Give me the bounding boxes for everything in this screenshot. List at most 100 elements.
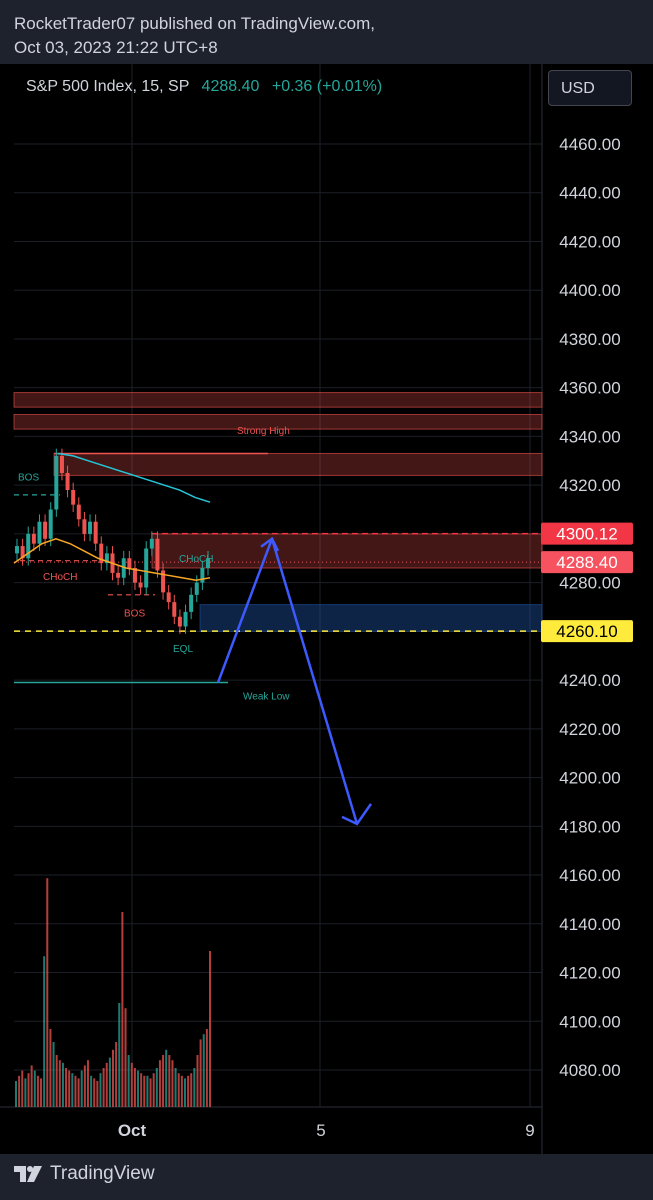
volume-bar	[190, 1073, 193, 1107]
volume-bar	[152, 1073, 155, 1107]
candle-body	[31, 533, 36, 544]
candle-body	[194, 582, 199, 595]
volume-bar	[68, 1070, 71, 1107]
candle-body	[65, 472, 70, 491]
candle-body	[93, 521, 98, 544]
y-tick-label: 4240.00	[559, 671, 620, 690]
volume-bar	[65, 1068, 68, 1107]
projection-arrow	[216, 537, 359, 825]
y-tick-label: 4140.00	[559, 915, 620, 934]
y-tick-label: 4080.00	[559, 1061, 620, 1080]
volume-bar	[140, 1073, 143, 1107]
volume-bar	[58, 1060, 61, 1107]
volume-bar	[18, 1075, 21, 1107]
volume-bar	[21, 1070, 24, 1107]
symbol-name: S&P 500 Index, 15, SP	[26, 78, 190, 95]
candle-body	[161, 570, 166, 593]
chart-annotation: BOS	[18, 472, 39, 483]
publisher-line: RocketTrader07 published on TradingView.…	[14, 14, 375, 33]
candle-body	[59, 455, 64, 473]
zone-box	[13, 413, 543, 430]
candle-body	[71, 490, 76, 505]
volume-bar	[40, 1078, 43, 1107]
volume-bar	[27, 1073, 30, 1107]
volume-bar	[61, 1062, 64, 1107]
volume-bar	[130, 1062, 133, 1107]
chart-annotation: Weak Low	[243, 692, 290, 703]
chart-annotation: CHoCH	[43, 572, 77, 583]
volume-bar	[99, 1073, 102, 1107]
volume-bar	[124, 1008, 127, 1107]
candle-body	[20, 546, 25, 559]
price-label-box	[541, 620, 633, 643]
y-tick-label: 4380.00	[559, 330, 620, 349]
volume-bar	[137, 1070, 140, 1107]
x-tick-label: 9	[525, 1121, 534, 1140]
brand-name: TradingView	[50, 1163, 155, 1184]
last-price: 4288.40	[201, 78, 260, 95]
volume-bar	[199, 1039, 202, 1107]
candle-body	[127, 558, 132, 569]
candle-body	[149, 538, 154, 549]
footer-brand[interactable]: TradingView	[14, 1160, 155, 1188]
candle-body	[26, 533, 31, 559]
y-tick-label: 4220.00	[559, 720, 620, 739]
volume-bar	[118, 1003, 121, 1107]
y-tick-label: 4400.00	[559, 281, 620, 300]
volume-bar	[93, 1078, 96, 1107]
volume-bar	[168, 1055, 171, 1107]
volume-bar	[205, 1029, 208, 1107]
y-tick-label: 4340.00	[559, 427, 620, 446]
candle-body	[132, 568, 137, 583]
volume-bar	[165, 1049, 168, 1107]
volume-bar	[149, 1078, 152, 1107]
volume-bar	[121, 912, 124, 1107]
y-tick-label: 4180.00	[559, 817, 620, 836]
volume-bar	[74, 1075, 77, 1107]
volume-bar	[43, 956, 46, 1107]
volume-bar	[52, 1042, 55, 1107]
y-tick-label: 4160.00	[559, 866, 620, 885]
currency-button[interactable]: USD	[548, 70, 632, 106]
candle-body	[76, 504, 81, 520]
candle-body	[189, 594, 194, 612]
candle-body	[88, 521, 93, 534]
candle-body	[144, 548, 149, 588]
price-label: 4300.12	[556, 525, 617, 544]
volume-bar	[202, 1034, 205, 1107]
volume-bar	[155, 1068, 158, 1107]
volume-bar	[55, 1055, 58, 1107]
arrow-head-down	[341, 803, 373, 826]
volume-bar	[174, 1068, 177, 1107]
volume-bar	[77, 1078, 80, 1107]
y-tick-label: 4440.00	[559, 184, 620, 203]
volume-bar	[83, 1065, 86, 1107]
arrow-head-up	[260, 536, 280, 552]
zone-box	[199, 604, 543, 632]
volume-bar	[193, 1068, 196, 1107]
y-tick-label: 4100.00	[559, 1012, 620, 1031]
volume-bar	[71, 1073, 74, 1107]
price-label-box	[541, 522, 633, 545]
volume-bar	[49, 1029, 52, 1107]
candle-body	[183, 611, 188, 627]
publisher-header: RocketTrader07 published on TradingView.…	[14, 12, 375, 60]
tradingview-logo-icon	[14, 1166, 42, 1182]
volume-bar	[180, 1075, 183, 1107]
volume-bar	[127, 1055, 130, 1107]
volume-bar	[36, 1075, 39, 1107]
volume-bar	[96, 1081, 99, 1107]
candle-body	[48, 509, 53, 539]
volume-bar	[171, 1060, 174, 1107]
symbol-legend[interactable]: S&P 500 Index, 15, SP 4288.40 +0.36 (+0.…	[26, 78, 382, 96]
candle-body	[177, 616, 182, 627]
volume-bar	[24, 1078, 27, 1107]
volume-bar	[187, 1075, 190, 1107]
price-label: 4260.10	[556, 622, 617, 641]
price-chart[interactable]: Strong High BOS CHoCH BOS CHoCH EQL Weak Low 44…	[0, 64, 653, 1154]
chart-annotation: CHoCH	[179, 554, 213, 565]
volume-bar	[143, 1075, 146, 1107]
chart-annotation: Strong High	[237, 426, 290, 437]
candle-body	[99, 543, 104, 564]
y-tick-label: 4280.00	[559, 574, 620, 593]
